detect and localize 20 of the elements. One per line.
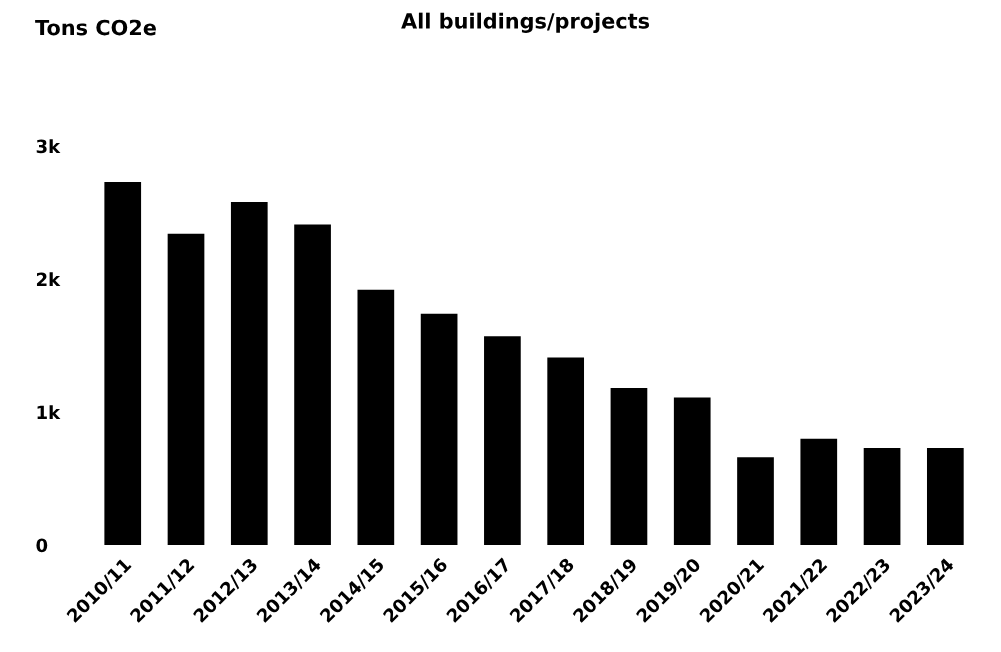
bar	[104, 181, 142, 546]
bar	[294, 224, 331, 546]
bar	[420, 313, 458, 546]
bar	[673, 397, 711, 546]
bar	[357, 289, 395, 546]
y-tick-label: 2k	[36, 272, 61, 286]
bar	[800, 438, 838, 546]
bar	[547, 357, 585, 546]
y-axis-title: Tons CO2e	[35, 19, 156, 36]
bar	[926, 447, 964, 546]
y-tick-label: 1k	[37, 405, 61, 419]
bar	[230, 201, 268, 546]
chart-title: All buildings/projects	[401, 12, 650, 33]
bar	[484, 336, 521, 546]
bar	[610, 388, 648, 546]
bar	[167, 233, 205, 546]
bar	[737, 457, 774, 546]
y-tick-label: 3k	[36, 139, 61, 154]
bar	[863, 447, 901, 546]
y-tick-label: 0	[36, 538, 48, 553]
